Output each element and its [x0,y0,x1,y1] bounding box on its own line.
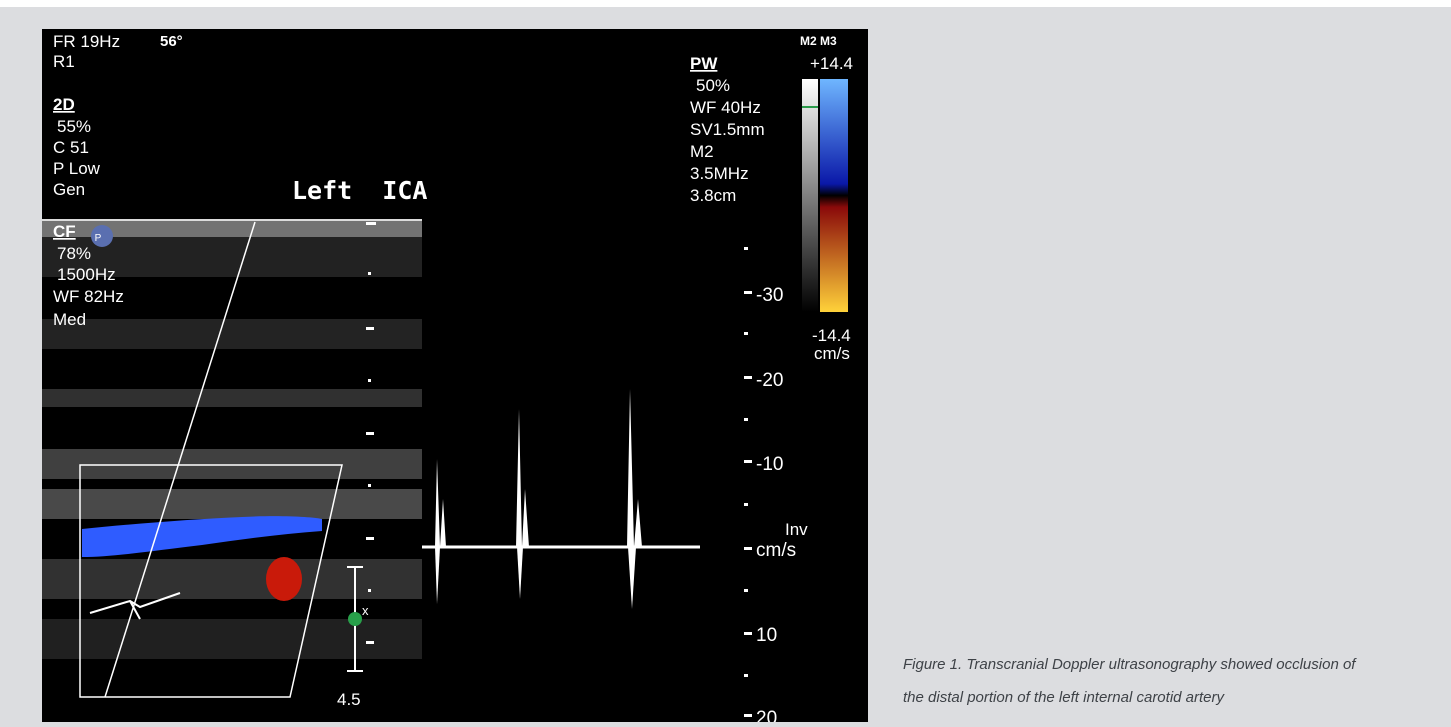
b-mode [42,219,422,698]
overlay-text: WF 82Hz [53,287,124,306]
depth-marker: x [362,603,369,618]
scale-header: M2 M3 [800,34,837,48]
scale-min: -14.4 [812,326,851,345]
overlay-text: C 51 [53,138,89,157]
pw-text: 3.5MHz [690,164,749,183]
doppler-spectrum [422,389,700,609]
pw-text: 50% [696,76,730,95]
caption-line: the distal portion of the left internal … [903,689,1225,706]
velocity-label: 20 [756,708,777,722]
velocity-ticks [366,222,752,717]
gray-bar [802,79,818,312]
background [42,29,868,722]
caption-line: Figure 1. Transcranial Doppler ultrasono… [903,656,1356,673]
caption: Figure 1. Transcranial Doppler ultrasono… [903,648,1355,714]
overlay-text: CF [53,222,76,241]
overlay-text: 78% [57,244,91,263]
baseline-label: Inv [785,520,808,539]
velocity-label: -30 [756,285,783,306]
color-bar [820,79,848,312]
overlay-text: Gen [53,180,85,199]
overlay-text: FR 19Hz [53,32,120,51]
velocity-label: -10 [756,454,783,475]
page: FR 19Hz R1 2D 55% C 51 P Low Gen CF 78% 1500Hz WF … [0,7,1451,727]
pw-text: M2 [690,142,714,161]
overlay-text: Med [53,310,86,329]
pw-text: PW [690,54,718,73]
pw-text: 3.8cm [690,186,736,205]
velocity-label: -20 [756,370,783,391]
overlay-text: 2D [53,95,75,114]
overlay-text: 1500Hz [57,265,116,284]
overlay-text: R1 [53,52,75,71]
depth: 4.5 [337,690,361,709]
probe-mark: P [95,233,102,244]
angle: 56° [160,33,183,50]
velocity-label: 10 [756,625,777,646]
pw-text: WF 40Hz [690,98,761,117]
scale-max: +14.4 [810,54,853,73]
pw-text: SV1.5mm [690,120,765,139]
overlay-text: 55% [57,117,91,136]
scale-unit: cm/s [814,344,850,363]
image-title: Left ICA [292,176,427,205]
overlay-text: P Low [53,159,101,178]
baseline-label: cm/s [756,540,796,561]
